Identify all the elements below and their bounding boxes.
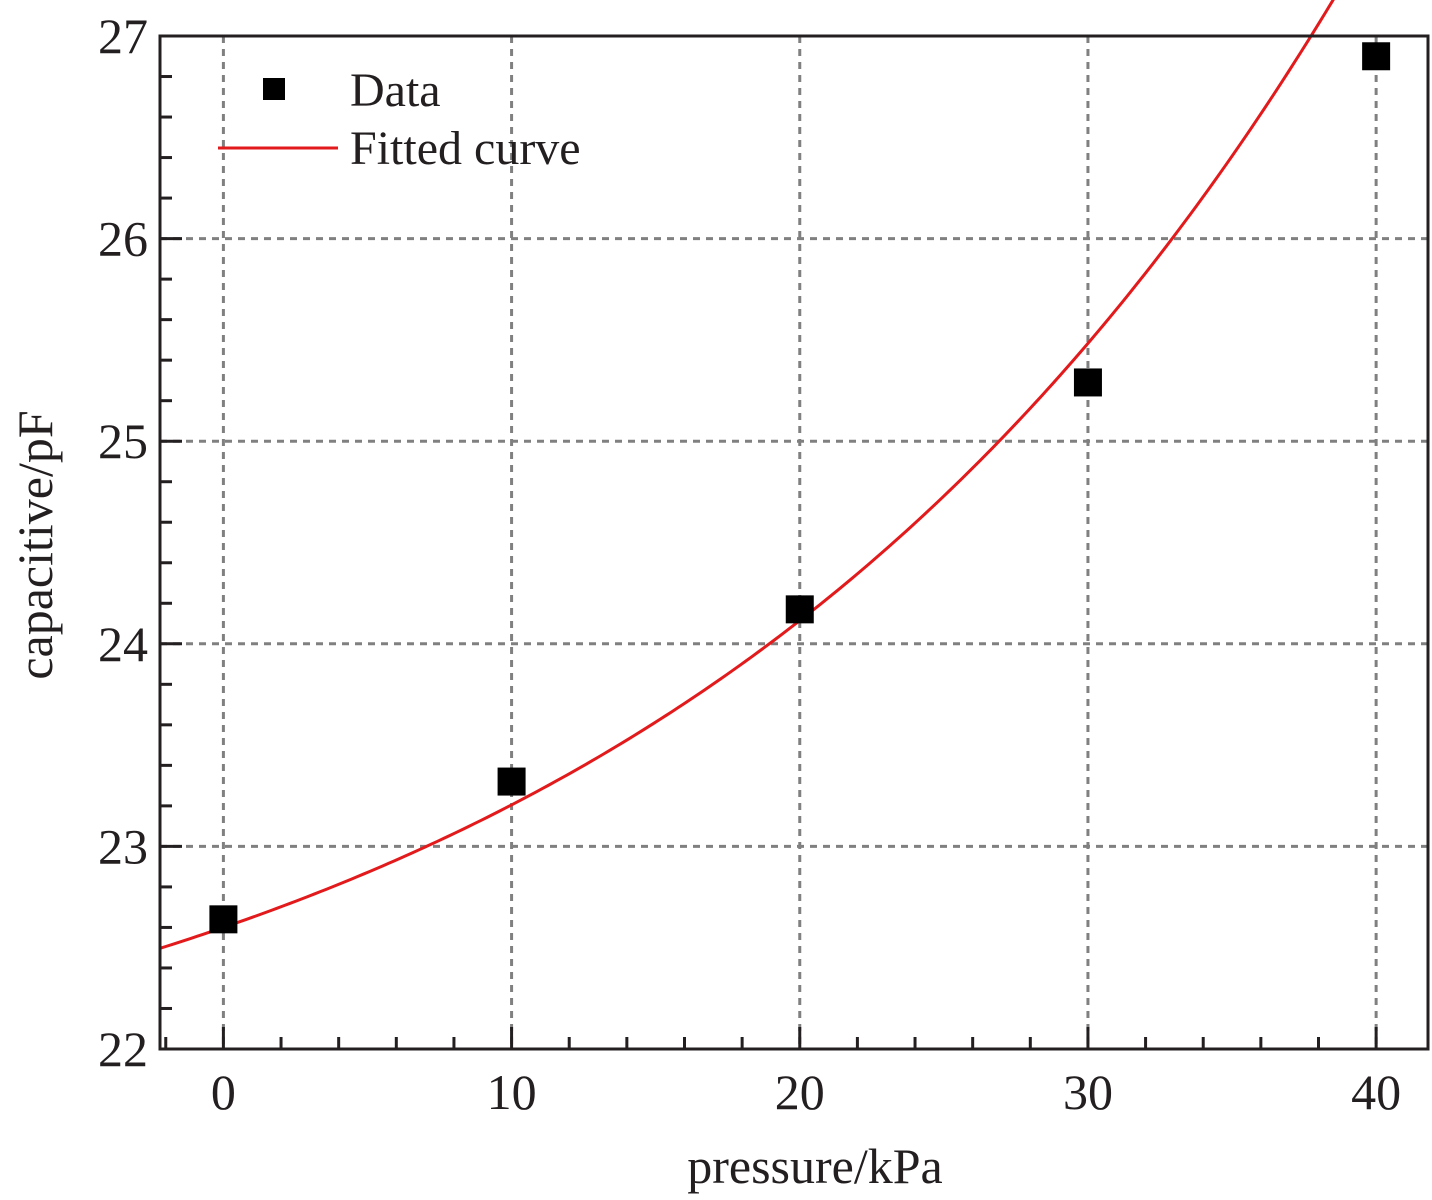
- x-tick-label: 10: [487, 1064, 537, 1120]
- legend-data-label: Data: [350, 64, 441, 117]
- x-axis-title: pressure/kPa: [687, 1138, 943, 1194]
- legend: Data Fitted curve: [218, 64, 581, 175]
- minor-ticks: [160, 34, 1378, 1051]
- x-tick-labels: 0 10 20 30 40: [211, 1064, 1401, 1120]
- legend-fit-label: Fitted curve: [350, 122, 581, 175]
- y-tick-label: 26: [98, 211, 148, 267]
- y-tick-label: 27: [98, 8, 148, 64]
- data-series: [209, 42, 1391, 934]
- y-tick-label: 23: [98, 818, 148, 874]
- x-tick-label: 30: [1063, 1064, 1113, 1120]
- plot-frame: [158, 34, 1430, 1051]
- y-tick-label: 24: [98, 616, 148, 672]
- data-point: [1362, 42, 1391, 71]
- data-point: [785, 595, 814, 624]
- x-tick-label: 0: [211, 1064, 236, 1120]
- data-point: [209, 905, 238, 934]
- fit-series: [159, 0, 1335, 950]
- y-tick-labels: 22 23 24 25 26 27: [98, 8, 148, 1077]
- y-tick-label: 22: [98, 1021, 148, 1077]
- legend-data-marker: [263, 78, 285, 100]
- x-tick-label: 40: [1351, 1064, 1401, 1120]
- y-tick-label: 25: [98, 413, 148, 469]
- data-point: [1073, 368, 1102, 397]
- x-tick-label: 20: [775, 1064, 825, 1120]
- grid-lines: [160, 36, 1428, 1049]
- y-axis-title: capacitive/pF: [7, 410, 63, 679]
- data-point: [497, 767, 526, 796]
- fitted-curve: [159, 0, 1335, 950]
